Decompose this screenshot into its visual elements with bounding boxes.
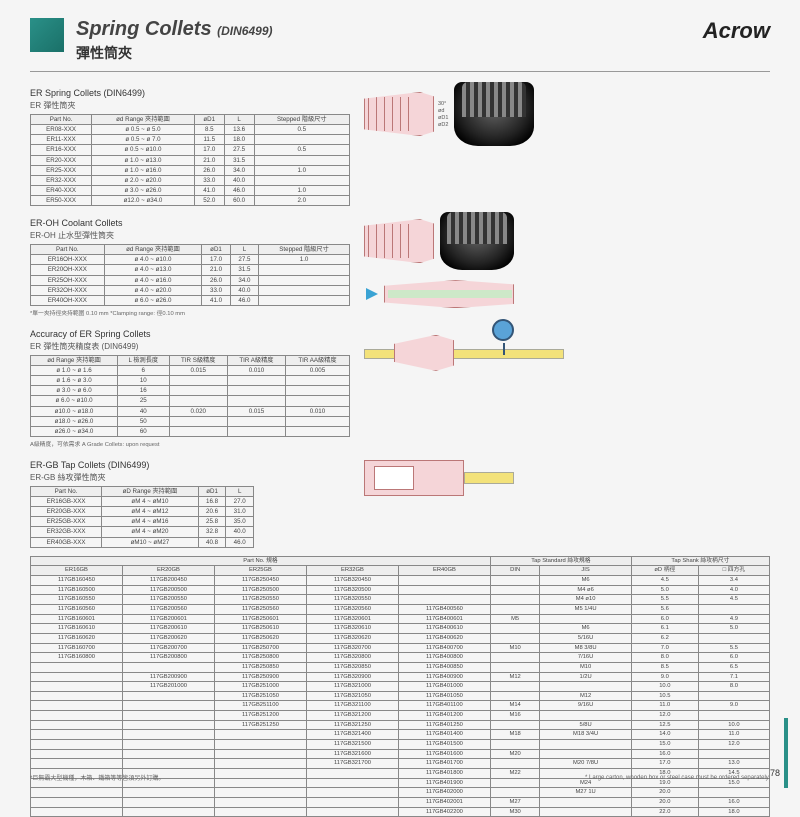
sec2-diagram <box>364 219 434 263</box>
sec1-sub: ER 彈性筒夾 <box>30 100 350 111</box>
sec2-photo <box>440 212 514 270</box>
footer: *巨無霸大型機種，木箱、鐵箱等等皆須另外訂購。 * Large carton, … <box>30 773 770 782</box>
footer-right: * Large carton, wooden box or steel case… <box>585 775 770 781</box>
page-accent-bar <box>784 718 788 788</box>
sec2-coolant-diagram <box>364 274 524 314</box>
sec4-diagram <box>364 454 514 502</box>
footer-left: *巨無霸大型機種，木箱、鐵箱等等皆須另外訂購。 <box>30 773 164 782</box>
sec1-table: Part No.ød Range 夾持範圍øD1LStepped 階級尺寸ER0… <box>30 114 350 206</box>
page-number: 78 <box>770 768 780 778</box>
sec3-table: ød Range 夾持範圍L 檢測長度TIR S級精度TIR A級精度TIR A… <box>30 355 350 437</box>
accent-square <box>30 18 64 52</box>
sec2-note: *單一夾持徑夾持範圍 0.10 mm *Clamping range: 徑0.1… <box>30 308 350 317</box>
title-zh: 彈性筒夾 <box>76 43 691 63</box>
sec2-table: Part No.ød Range 夾持範圍øD1LStepped 階級尺寸ER1… <box>30 244 350 306</box>
sec1-photo <box>454 82 534 146</box>
brand-logo: Acrow <box>703 18 770 44</box>
sec3-note: A級精度，可依需求 A Grade Collets: upon request <box>30 439 350 448</box>
sec4-sub: ER-GB 絲攻彈性筒夾 <box>30 472 350 483</box>
title-en: Spring Collets (DIN6499) <box>76 18 691 41</box>
sec3-sub: ER 彈性筒夾精度表 (DIN6499) <box>30 341 350 352</box>
sec4-table: Part No.øD Range 夾持範圍øD1LER16GB-XXXøM 4 … <box>30 486 254 548</box>
sec2-sub: ER-OH 止水型彈性筒夾 <box>30 230 350 241</box>
sec1-title: ER Spring Collets (DIN6499) <box>30 88 350 98</box>
divider <box>30 71 770 72</box>
sec3-title: Accuracy of ER Spring Collets <box>30 329 350 339</box>
sec3-diagram <box>364 323 564 383</box>
sec1-diagram: 30°ødøD1øD2 <box>364 92 448 136</box>
sec4-title: ER-GB Tap Collets (DIN6499) <box>30 460 350 470</box>
sec2-title: ER-OH Coolant Collets <box>30 218 350 228</box>
page-header: Spring Collets (DIN6499) 彈性筒夾 Acrow <box>30 18 770 63</box>
